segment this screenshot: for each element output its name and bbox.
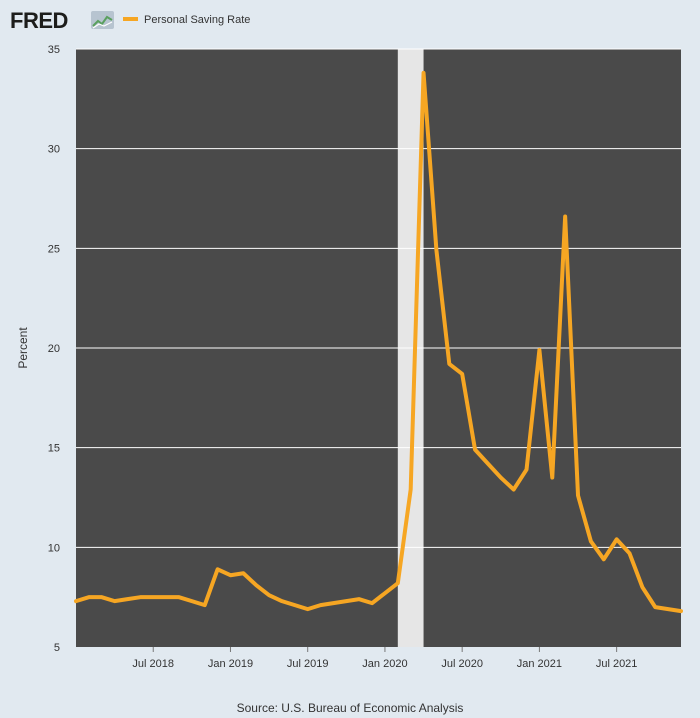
x-tick-label: Jul 2021: [596, 658, 638, 670]
source-note: Source: U.S. Bureau of Economic Analysis: [237, 701, 464, 715]
y-axis: 5 10 15 20 25 30 35: [48, 44, 60, 654]
x-tick-label: Jan 2019: [208, 658, 253, 670]
x-tick-label: Jul 2020: [441, 658, 483, 670]
x-tick-label: Jan 2020: [362, 658, 407, 670]
y-axis-title: Percent: [16, 327, 30, 369]
gridlines: [76, 48, 681, 548]
y-tick-label: 35: [48, 44, 60, 56]
y-tick-label: 10: [48, 542, 60, 554]
legend-label: Personal Saving Rate: [144, 14, 250, 26]
y-tick-label: 30: [48, 144, 60, 156]
fred-logo-chart-icon: [91, 11, 114, 29]
y-tick-label: 15: [48, 443, 60, 455]
y-tick-label: 20: [48, 343, 60, 355]
y-tick-label: 25: [48, 243, 60, 255]
chart-header: FRED Personal Saving Rate: [10, 8, 250, 33]
x-tick-label: Jul 2019: [287, 658, 329, 670]
x-tick-label: Jan 2021: [517, 658, 562, 670]
y-tick-label: 5: [54, 642, 60, 654]
series-line-personal-saving-rate: [74, 70, 683, 614]
x-tick-label: Jul 2018: [132, 658, 174, 670]
x-axis: Jul 2018 Jan 2019 Jul 2019 Jan 2020 Jul 2020…: [132, 647, 637, 670]
series-group: [74, 70, 683, 614]
fred-logo-text: FRED: [10, 8, 68, 33]
